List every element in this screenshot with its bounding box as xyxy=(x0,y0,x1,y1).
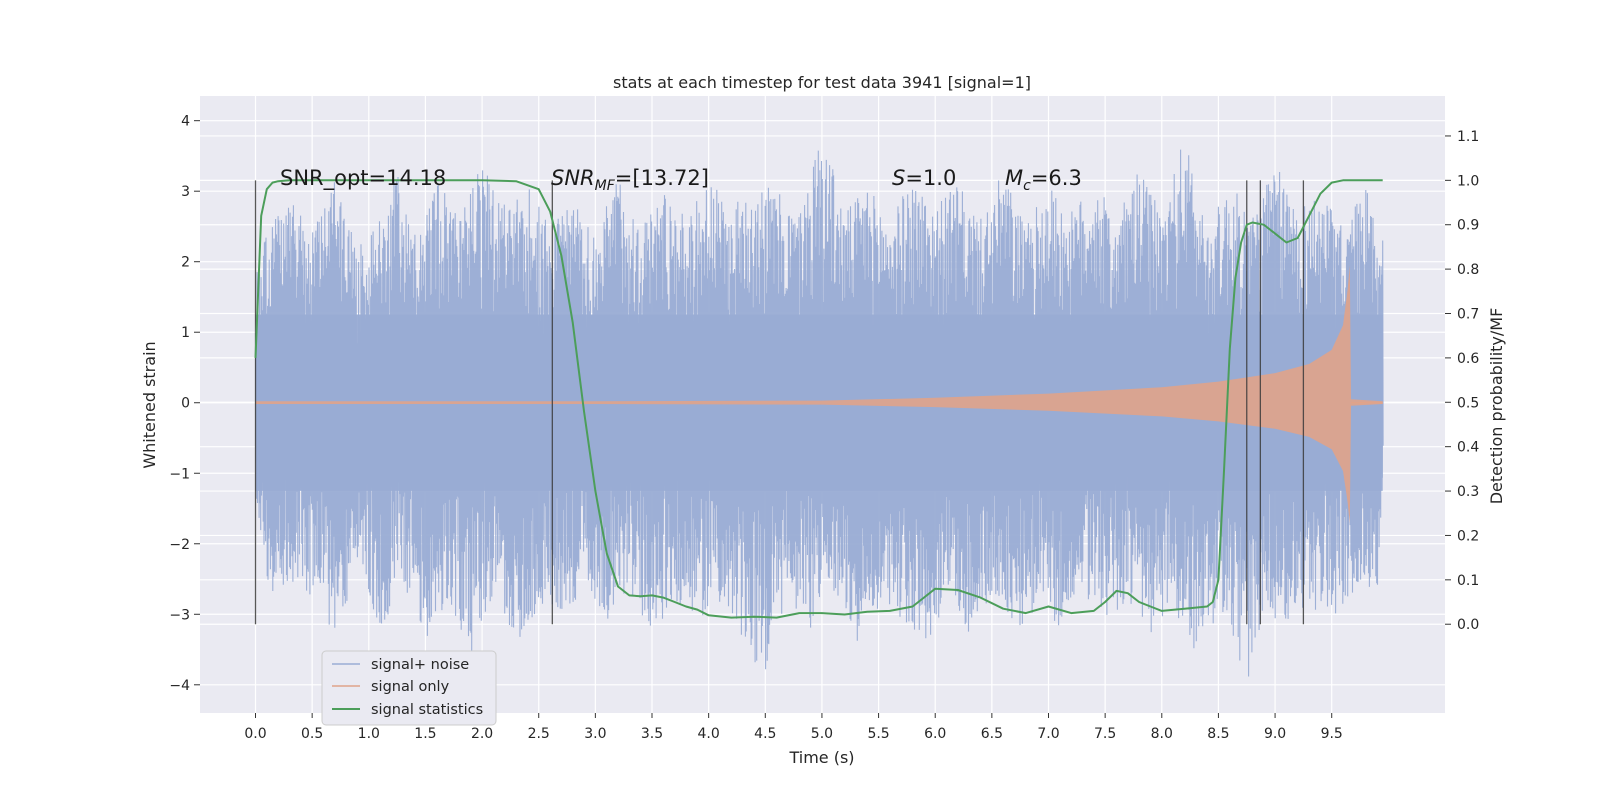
x-tick-label: 2.5 xyxy=(528,726,550,742)
annotation-mc: Mc=6.3 xyxy=(1005,166,1082,194)
annotation-snr-mf-value: =[13.72] xyxy=(615,166,709,190)
annotation-mc-label: M xyxy=(1005,166,1023,190)
y-tick-label: −1 xyxy=(169,466,190,482)
y-axis-right-label: Detection probability/MF xyxy=(1487,308,1506,505)
legend-box xyxy=(321,650,497,726)
x-tick-label: 8.5 xyxy=(1207,726,1229,742)
x-tick-label: 1.0 xyxy=(358,726,380,742)
signal-statistics-series xyxy=(254,179,1383,619)
y-right-tick-label: 0.1 xyxy=(1457,573,1479,589)
x-tick-label: 7.5 xyxy=(1094,726,1116,742)
x-axis-label: Time (s) xyxy=(788,748,854,767)
legend-label-statistics: signal statistics xyxy=(371,702,483,718)
y-axis-label: Whitened strain xyxy=(140,341,159,468)
x-tick-label: 7.0 xyxy=(1037,726,1059,742)
y-tick-label: −4 xyxy=(169,678,190,694)
x-tick-label: 2.0 xyxy=(471,726,493,742)
y-tick-label: 2 xyxy=(181,255,190,271)
y-tick-label: 0 xyxy=(181,396,190,412)
ticks: 0.0 0.5 1.0 1.5 2.0 2.5 3.0 3.5 4.0 4.5 5.0 5.5 6.0 6… xyxy=(169,114,1479,742)
y-right-tick-label: 0.4 xyxy=(1457,440,1479,456)
y-right-tick-label: 0.7 xyxy=(1457,307,1479,323)
y-right-tick-label: 0.8 xyxy=(1457,262,1479,278)
x-tick-label: 0.0 xyxy=(244,726,266,742)
x-tick-label: 9.0 xyxy=(1264,726,1286,742)
y-right-tick-label: 0.6 xyxy=(1457,351,1479,367)
x-tick-label: 3.5 xyxy=(641,726,663,742)
x-tick-label: 4.5 xyxy=(754,726,776,742)
annotation-snr-mf-sub: MF xyxy=(595,178,616,194)
legend: signal+ noise signal only signal statist… xyxy=(321,650,497,726)
x-tick-label: 6.0 xyxy=(924,726,946,742)
y-right-tick-label: 0.9 xyxy=(1457,218,1479,234)
y-right-tick-label: 0.5 xyxy=(1457,395,1479,411)
annotation-s-label: S xyxy=(892,166,905,190)
x-tick-label: 5.0 xyxy=(811,726,833,742)
chart-title: stats at each timestep for test data 394… xyxy=(613,73,1031,92)
y-tick-label: 4 xyxy=(181,114,190,130)
x-tick-label: 9.5 xyxy=(1321,726,1343,742)
annotation-snr-mf-label: SNR xyxy=(551,166,595,190)
annotation-snr-mf: SNRMF=[13.72] xyxy=(551,166,709,194)
x-tick-label: 1.5 xyxy=(414,726,436,742)
signal-only-series xyxy=(255,265,1383,524)
annotation-mc-sub: c xyxy=(1023,178,1031,194)
annotation-s-value: =1.0 xyxy=(905,166,956,190)
legend-label-signal: signal only xyxy=(371,679,450,695)
annotation-mc-value: =6.3 xyxy=(1031,166,1082,190)
annotation-snr-opt: SNR_opt=14.18 xyxy=(280,166,446,191)
legend-label-noise: signal+ noise xyxy=(371,657,469,673)
x-tick-label: 0.5 xyxy=(301,726,323,742)
y-tick-label: 3 xyxy=(181,184,190,200)
y-right-tick-label: 1.0 xyxy=(1457,173,1479,189)
signal-only-area xyxy=(255,265,1383,524)
annotation-s: S=1.0 xyxy=(892,166,956,190)
x-tick-label: 3.0 xyxy=(584,726,606,742)
vertical-markers xyxy=(254,180,1305,625)
y-right-tick-label: 1.1 xyxy=(1457,129,1479,145)
y-tick-label: −2 xyxy=(169,537,190,553)
y-right-tick-label: 0.0 xyxy=(1457,617,1479,633)
y-tick-label: 1 xyxy=(181,325,190,341)
y-tick-label: −3 xyxy=(169,607,190,623)
x-tick-label: 6.5 xyxy=(981,726,1003,742)
x-tick-label: 5.5 xyxy=(867,726,889,742)
x-tick-label: 4.0 xyxy=(698,726,720,742)
y-right-tick-label: 0.2 xyxy=(1457,528,1479,544)
x-tick-label: 8.0 xyxy=(1151,726,1173,742)
signal-statistics-line xyxy=(254,179,1383,619)
y-right-tick-label: 0.3 xyxy=(1457,484,1479,500)
